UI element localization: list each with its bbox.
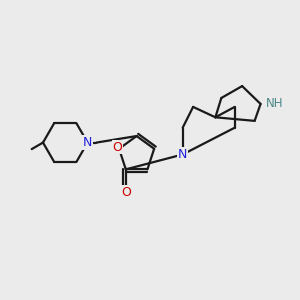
Text: N: N (178, 148, 188, 161)
Text: N: N (83, 136, 92, 149)
Text: O: O (121, 186, 131, 199)
Text: NH: NH (266, 98, 284, 110)
Text: O: O (113, 141, 123, 154)
